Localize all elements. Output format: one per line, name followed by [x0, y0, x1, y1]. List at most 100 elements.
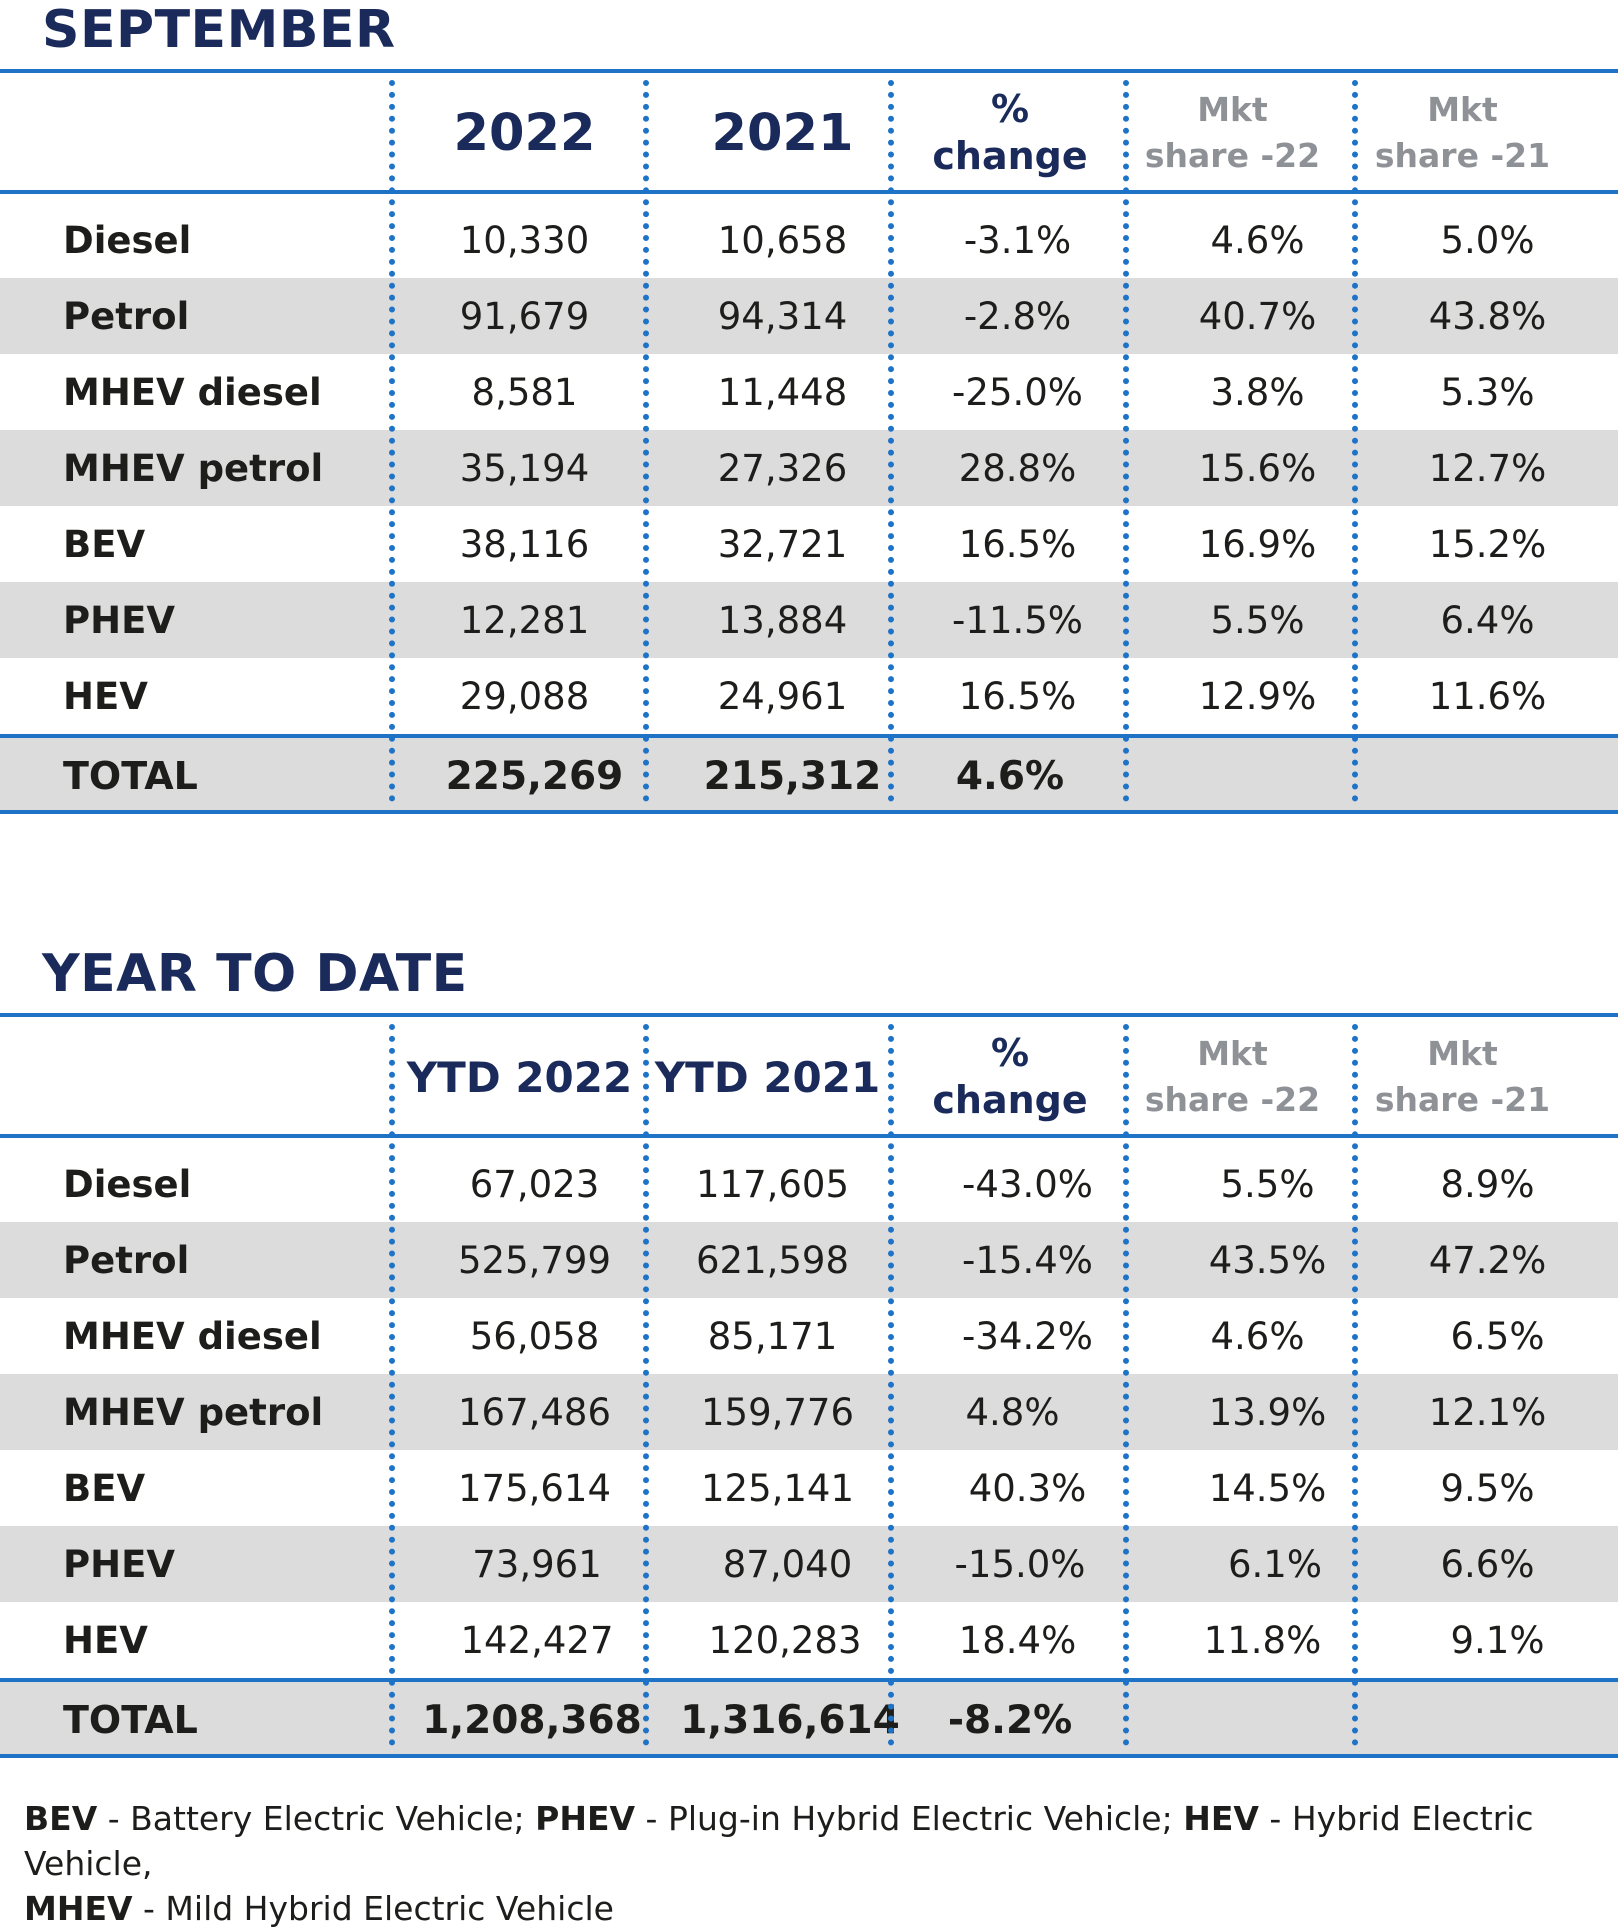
table-row: Diesel 10,330 10,658 -3.1% 4.6% 5.0% — [0, 202, 1618, 278]
value-ytd-2021: 621,598 — [695, 1238, 849, 1282]
row-label: Diesel — [63, 1162, 192, 1206]
value-mkt21: 43.8% — [1428, 294, 1547, 338]
value-ytd-2021: 87,040 — [722, 1542, 853, 1586]
abbr-mhev: MHEV — [24, 1889, 133, 1928]
table-row: Petrol 91,679 94,314 -2.8% 40.7% 43.8% — [0, 278, 1618, 354]
value-2021: 94,314 — [717, 294, 848, 338]
abbr-phev: PHEV — [535, 1799, 636, 1838]
value-2021: 11,448 — [717, 370, 848, 414]
value-mkt21: 5.3% — [1440, 370, 1535, 414]
row-label: PHEV — [63, 1542, 175, 1586]
column-divider — [389, 1024, 395, 1746]
value-ytd-2022: 167,486 — [457, 1390, 611, 1434]
total-2021: 215,312 — [703, 753, 882, 799]
total-label: TOTAL — [63, 754, 198, 798]
value-2022: 10,330 — [459, 218, 590, 262]
row-label: MHEV diesel — [63, 370, 322, 414]
value-ytd-2021: 120,283 — [708, 1618, 862, 1662]
total-row: TOTAL 1,208,368 1,316,614 -8.2% — [0, 1682, 1618, 1758]
total-ytd-2022: 1,208,368 — [422, 1697, 642, 1743]
row-label: Diesel — [63, 218, 192, 262]
value-ytd-2021: 125,141 — [700, 1466, 854, 1510]
value-mkt21: 11.6% — [1428, 674, 1547, 718]
value-ytd-2022: 67,023 — [469, 1162, 600, 1206]
table-row: MHEV diesel 8,581 11,448 -25.0% 3.8% 5.3… — [0, 354, 1618, 430]
header-ytd-2022: YTD 2022 — [406, 1052, 633, 1102]
value-change: -34.2% — [962, 1314, 1093, 1358]
value-mkt22: 15.6% — [1198, 446, 1317, 490]
value-change: -43.0% — [962, 1162, 1093, 1206]
header-mkt-word: Mkt — [1197, 89, 1268, 129]
value-2022: 91,679 — [459, 294, 590, 338]
header-mkt-word: Mkt — [1427, 1033, 1498, 1073]
total-change: 4.6% — [955, 753, 1065, 799]
value-ytd-2021: 117,605 — [695, 1162, 849, 1206]
header-change-word: change — [932, 1078, 1088, 1122]
column-divider — [1123, 1024, 1129, 1746]
table-bottom-rule — [0, 1754, 1618, 1758]
table-row: HEV 142,427 120,283 18.4% 11.8% 9.1% — [0, 1602, 1618, 1678]
value-mkt22: 3.8% — [1210, 370, 1305, 414]
row-label: PHEV — [63, 598, 175, 642]
column-divider — [888, 80, 894, 802]
header-share-22: share -22 — [1144, 1080, 1321, 1119]
table-bottom-rule — [0, 810, 1618, 814]
value-change: 4.8% — [965, 1390, 1060, 1434]
value-mkt22: 43.5% — [1208, 1238, 1327, 1282]
value-ytd-2022: 56,058 — [469, 1314, 600, 1358]
row-label: MHEV diesel — [63, 1314, 322, 1358]
table-row: Petrol 525,799 621,598 -15.4% 43.5% 47.2… — [0, 1222, 1618, 1298]
header-share-22: share -22 — [1144, 136, 1321, 175]
header-pct-change: % change — [895, 78, 1125, 188]
total-row: TOTAL 225,269 215,312 4.6% — [0, 738, 1618, 814]
value-change: -15.4% — [962, 1238, 1093, 1282]
value-ytd-2021: 159,776 — [700, 1390, 854, 1434]
value-mkt22: 5.5% — [1210, 598, 1305, 642]
abbr-phev-def: - Plug-in Hybrid Electric Vehicle; — [635, 1799, 1184, 1838]
value-mkt21: 6.4% — [1440, 598, 1535, 642]
value-mkt21: 5.0% — [1440, 218, 1535, 262]
table-row: MHEV petrol 35,194 27,326 28.8% 15.6% 12… — [0, 430, 1618, 506]
value-change: 40.3% — [968, 1466, 1087, 1510]
value-change: -11.5% — [952, 598, 1083, 642]
abbr-hev-def: - Hybrid Electric Vehicle, — [24, 1799, 1534, 1883]
value-change: -2.8% — [963, 294, 1072, 338]
section-title-year-to-date: YEAR TO DATE — [42, 944, 468, 1004]
value-mkt21: 9.1% — [1450, 1618, 1545, 1662]
value-mkt21: 12.1% — [1428, 1390, 1547, 1434]
table-row: MHEV petrol 167,486 159,776 4.8% 13.9% 1… — [0, 1374, 1618, 1450]
header-ytd-2021: YTD 2021 — [654, 1052, 881, 1102]
value-2022: 8,581 — [471, 370, 578, 414]
header-share-21: share -21 — [1374, 136, 1551, 175]
value-mkt22: 4.6% — [1210, 1314, 1305, 1358]
value-mkt21: 15.2% — [1428, 522, 1547, 566]
total-label: TOTAL — [63, 1698, 198, 1742]
value-mkt22: 40.7% — [1198, 294, 1317, 338]
column-divider — [643, 80, 649, 802]
value-2021: 24,961 — [717, 674, 848, 718]
abbr-hev: HEV — [1183, 1799, 1259, 1838]
row-label: BEV — [63, 1466, 146, 1510]
header-mkt-share-22: Mkt share -22 — [1125, 1022, 1340, 1132]
value-mkt22: 11.8% — [1203, 1618, 1322, 1662]
abbr-bev-def: - Battery Electric Vehicle; — [97, 1799, 536, 1838]
row-label: HEV — [63, 1618, 148, 1662]
value-mkt21: 6.6% — [1440, 1542, 1535, 1586]
value-mkt22: 12.9% — [1198, 674, 1317, 718]
value-ytd-2021: 85,171 — [707, 1314, 838, 1358]
header-2021: 2021 — [711, 103, 854, 163]
header-bottom-rule — [0, 190, 1618, 194]
value-2021: 13,884 — [717, 598, 848, 642]
value-ytd-2022: 525,799 — [457, 1238, 611, 1282]
value-ytd-2022: 73,961 — [472, 1542, 602, 1586]
value-change: -3.1% — [963, 218, 1072, 262]
value-change: 16.5% — [958, 674, 1077, 718]
header-2022: 2022 — [453, 103, 596, 163]
header-mkt-share-21: Mkt share -21 — [1355, 1022, 1570, 1132]
header-mkt-word: Mkt — [1197, 1033, 1268, 1073]
header-mkt-share-22: Mkt share -22 — [1125, 78, 1340, 188]
table-row: PHEV 12,281 13,884 -11.5% 5.5% 6.4% — [0, 582, 1618, 658]
value-change: 16.5% — [958, 522, 1077, 566]
header-pct-change: % change — [895, 1022, 1125, 1132]
header-mkt-share-21: Mkt share -21 — [1355, 78, 1570, 188]
